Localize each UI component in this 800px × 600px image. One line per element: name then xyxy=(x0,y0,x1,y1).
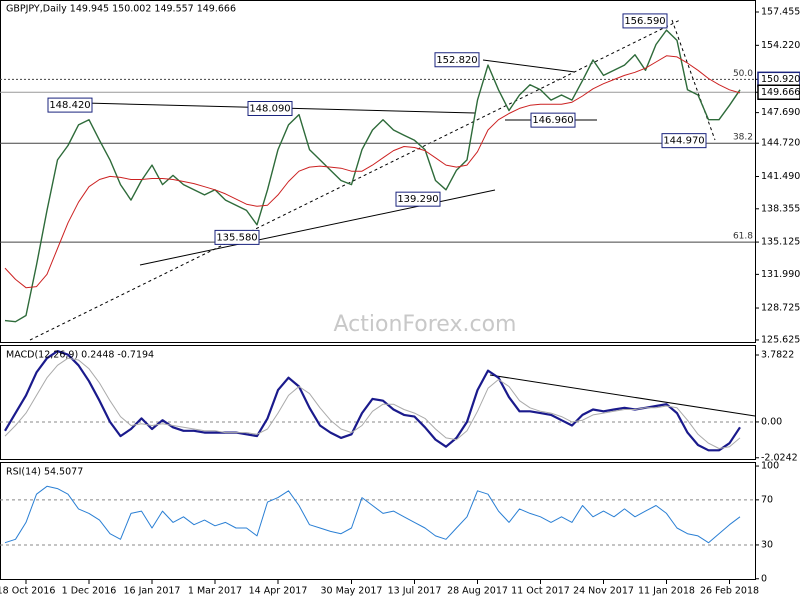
y-tick-label: 3.7822 xyxy=(761,349,794,360)
x-tick-label: 13 Jul 2017 xyxy=(388,586,442,597)
tick-box xyxy=(757,84,800,101)
panel-title: MACD(12,26,9) 0.2448 -0.7194 xyxy=(6,350,154,361)
series-line xyxy=(4,350,741,452)
y-tick-label: 147.690 xyxy=(761,107,800,118)
annotation-box xyxy=(47,97,93,113)
y-tick-label: 154.220 xyxy=(761,40,800,51)
y-tick-label: 144.720 xyxy=(761,138,800,149)
panel-title: GBPJPY,Daily 149.945 150.002 149.557 149… xyxy=(6,4,236,15)
series-line xyxy=(4,485,741,544)
annotation-box xyxy=(661,133,707,149)
y-tick-label: 138.355 xyxy=(761,203,800,214)
annotation-box xyxy=(395,191,441,207)
annotation-label: 152.820 xyxy=(436,55,477,66)
y-tick-label: 141.490 xyxy=(761,171,800,182)
price-panel xyxy=(0,0,756,343)
annotation-label: 139.290 xyxy=(397,194,438,205)
annotation-box xyxy=(622,13,668,29)
trend-line xyxy=(482,59,576,73)
panel-title: RSI(14) 54.5077 xyxy=(6,467,83,478)
trend-line xyxy=(489,374,756,417)
y-tick-label: -2.0242 xyxy=(761,452,798,463)
annotation-box xyxy=(530,112,576,128)
annotation-label: 148.090 xyxy=(249,103,290,114)
y-tick-label: 150.920 xyxy=(761,74,800,85)
annotation-box xyxy=(214,229,260,245)
macd-panel xyxy=(0,345,756,460)
y-tick-label: 135.125 xyxy=(761,237,800,248)
x-tick-label: 30 May 2017 xyxy=(321,586,383,597)
series-line xyxy=(4,29,741,323)
x-tick-label: 14 Apr 2017 xyxy=(249,586,308,597)
y-tick-label: 157.455 xyxy=(761,7,800,18)
x-tick-label: 1 Dec 2016 xyxy=(62,586,117,597)
x-tick-label: 24 Nov 2017 xyxy=(573,586,634,597)
annotation-label: 144.970 xyxy=(663,136,704,147)
x-tick-label: 16 Jan 2017 xyxy=(124,586,181,597)
y-tick-label: 125.625 xyxy=(761,334,800,345)
annotation-box xyxy=(247,100,293,116)
level-label: 50.0 xyxy=(733,69,753,79)
y-tick-label: 149.666 xyxy=(761,87,800,98)
x-tick-label: 26 Feb 2018 xyxy=(700,586,759,597)
y-tick-label: 0.00 xyxy=(761,416,782,427)
y-tick-label: 30 xyxy=(761,539,773,550)
annotation-label: 146.960 xyxy=(532,115,573,126)
x-tick-label: 11 Jan 2018 xyxy=(638,586,695,597)
rsi-panel xyxy=(0,462,756,580)
level-label: 61.8 xyxy=(733,232,753,242)
series-line xyxy=(4,357,741,449)
y-tick-label: 128.725 xyxy=(761,303,800,314)
annotation-label: 156.590 xyxy=(624,16,665,27)
y-tick-label: 131.990 xyxy=(761,269,800,280)
x-tick-label: 11 Oct 2017 xyxy=(511,586,570,597)
y-tick-label: 0 xyxy=(761,573,767,584)
annotation-label: 148.420 xyxy=(49,100,90,111)
level-label: 38.2 xyxy=(733,133,753,143)
x-tick-label: 18 Oct 2016 xyxy=(0,586,55,597)
trend-line xyxy=(29,19,681,341)
y-tick-label: 100 xyxy=(761,461,779,472)
x-tick-label: 28 Aug 2017 xyxy=(447,586,508,597)
annotation-box xyxy=(434,52,480,68)
series-line xyxy=(4,55,741,289)
annotation-label: 135.580 xyxy=(216,232,257,243)
x-tick-label: 1 Mar 2017 xyxy=(188,586,242,597)
watermark: ActionForex.com xyxy=(334,312,517,337)
y-tick-label: 70 xyxy=(761,494,773,505)
